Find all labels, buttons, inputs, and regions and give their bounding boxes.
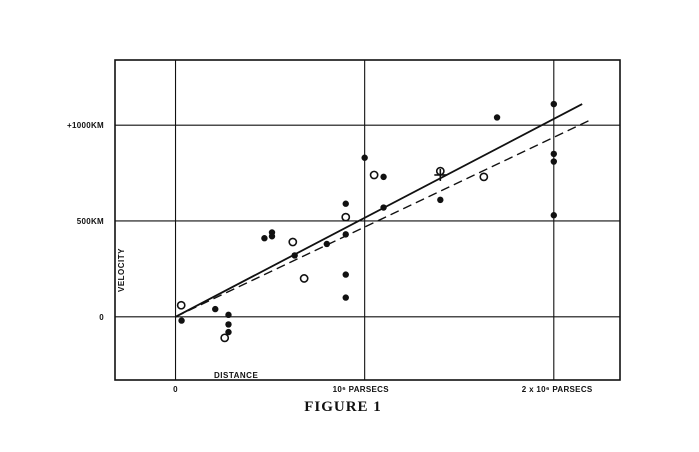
filled-point (323, 240, 331, 248)
filled-point (380, 204, 387, 211)
filled-point (550, 158, 558, 165)
figure-caption: FIGURE 1 (304, 399, 382, 415)
open-point (176, 300, 186, 310)
tick-labels: 0 10⁶ PARSECS 2 x 10⁶ PARSECS 0 500KM +1000KM (67, 121, 593, 394)
open-point (369, 170, 379, 180)
filled-point (291, 252, 298, 259)
x-tick-label: 2 x 10⁶ PARSECS (522, 385, 593, 394)
filled-point (437, 196, 444, 204)
fit-line-dashed (175, 118, 592, 318)
grid-lines (115, 60, 620, 380)
filled-point (342, 294, 349, 301)
filled-point (550, 212, 558, 219)
y-tick-label: 500KM (77, 217, 104, 226)
open-point (341, 212, 351, 222)
plot-frame (114, 59, 621, 381)
open-point (288, 237, 298, 247)
fit-line-solid (175, 103, 583, 318)
filled-point (268, 233, 276, 240)
filled-point (225, 311, 232, 319)
x-tick-label: 0 (173, 385, 178, 394)
y-tick-label: 0 (99, 313, 104, 322)
fit-lines (175, 103, 592, 318)
filled-point (261, 235, 268, 242)
filled-point (225, 321, 232, 328)
filled-point (178, 317, 185, 324)
open-point (479, 172, 489, 182)
filled-point (380, 173, 387, 181)
open-point (220, 333, 230, 343)
filled-point (550, 150, 558, 158)
x-tick-label: 10⁶ PARSECS (333, 385, 390, 394)
filled-point (212, 305, 219, 313)
open-point (299, 274, 309, 283)
y-axis-label: VELOCITY (117, 248, 126, 292)
filled-point (342, 200, 349, 207)
filled-point (550, 100, 558, 108)
x-axis-label: DISTANCE (214, 371, 258, 380)
filled-point (361, 154, 368, 161)
y-tick-label: +1000KM (67, 121, 104, 130)
filled-point (342, 271, 349, 278)
cross-point (434, 168, 447, 181)
filled-point (342, 231, 349, 238)
filled-point (225, 328, 232, 336)
filled-point (493, 114, 501, 121)
data-points (176, 100, 558, 343)
